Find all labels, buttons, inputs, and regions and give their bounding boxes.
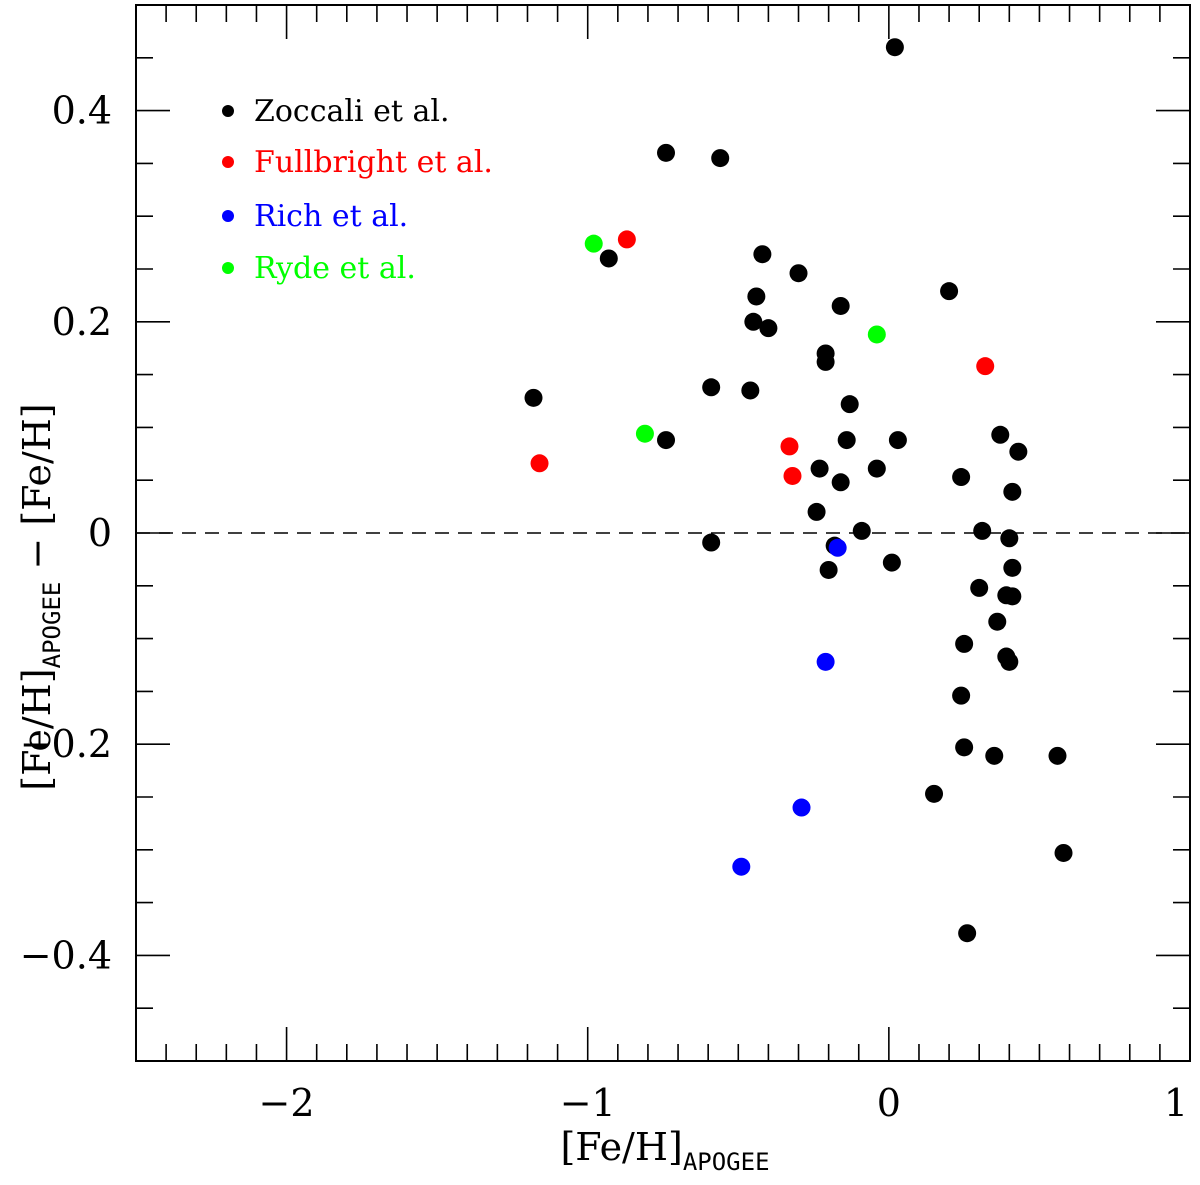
data-point	[952, 686, 971, 705]
data-point	[789, 264, 808, 283]
legend-label: Rich et al.	[254, 199, 408, 234]
data-point	[741, 381, 760, 400]
data-point	[831, 473, 850, 492]
data-point	[970, 578, 989, 597]
data-point	[867, 459, 886, 478]
data-points	[524, 38, 1073, 943]
data-point	[783, 466, 802, 485]
legend-marker	[222, 156, 234, 168]
data-point	[1009, 442, 1028, 461]
data-point	[1000, 529, 1019, 548]
data-point	[530, 454, 549, 473]
y-axis-title-subscript: APOGEE	[38, 582, 66, 669]
data-point	[744, 312, 763, 331]
y-tick-label: 0.4	[52, 89, 112, 133]
x-axis-title: [Fe/H]APOGEE	[560, 1125, 769, 1176]
legend-label: Zoccali et al.	[254, 94, 449, 129]
data-point	[831, 296, 850, 315]
data-point	[837, 431, 856, 450]
y-axis-title-main: [Fe/H]	[15, 668, 59, 790]
data-point	[852, 521, 871, 540]
data-point	[599, 249, 618, 268]
data-point	[635, 424, 654, 443]
data-point	[940, 282, 959, 301]
data-point	[816, 352, 835, 371]
x-tick-labels: −2 −1 0 1	[259, 1081, 1188, 1125]
data-point	[807, 502, 826, 521]
y-tick-label: −0.2	[20, 722, 112, 766]
legend-marker	[222, 262, 234, 274]
legend: Zoccali et al. Fullbright et al. Rich et a…	[222, 94, 493, 286]
data-point	[991, 425, 1010, 444]
data-point	[955, 738, 974, 757]
data-point	[955, 634, 974, 653]
data-point	[780, 437, 799, 456]
data-point	[711, 149, 730, 168]
data-point	[1000, 652, 1019, 671]
x-tick-label: 0	[877, 1081, 901, 1125]
data-point	[702, 378, 721, 397]
data-point	[819, 560, 838, 579]
data-point	[1003, 558, 1022, 577]
y-tick-label: 0	[88, 511, 112, 555]
data-point	[976, 357, 995, 376]
data-point	[925, 784, 944, 803]
data-point	[1003, 587, 1022, 606]
data-point	[1054, 843, 1073, 862]
data-point	[816, 652, 835, 671]
y-tick-labels: 0.4 0.2 0 −0.2 −0.4	[20, 89, 112, 978]
data-point	[985, 746, 1004, 765]
data-point	[617, 230, 636, 249]
legend-label: Ryde et al.	[254, 251, 416, 286]
data-point	[828, 538, 847, 557]
data-point	[867, 325, 886, 344]
x-tick-label: −1	[560, 1081, 616, 1125]
data-point	[753, 245, 772, 264]
legend-marker	[222, 105, 234, 117]
data-point	[952, 468, 971, 487]
y-axis-title-suffix: − [Fe/H]	[15, 403, 59, 581]
data-point	[958, 924, 977, 943]
data-point	[657, 143, 676, 162]
data-point	[840, 395, 859, 414]
data-point	[810, 459, 829, 478]
data-point	[702, 533, 721, 552]
data-point	[973, 521, 992, 540]
x-tick-label: 1	[1164, 1081, 1188, 1125]
y-axis-title: [Fe/H]APOGEE − [Fe/H]	[15, 403, 66, 790]
y-tick-label: 0.2	[52, 300, 112, 344]
data-point	[888, 431, 907, 450]
legend-marker	[222, 210, 234, 222]
legend-label: Fullbright et al.	[254, 145, 493, 180]
data-point	[732, 857, 751, 876]
x-axis-title-main: [Fe/H]	[560, 1125, 682, 1169]
x-axis-title-subscript: APOGEE	[683, 1148, 770, 1176]
data-point	[759, 319, 778, 338]
data-point	[747, 287, 766, 306]
data-point	[524, 388, 543, 407]
y-tick-label: −0.4	[20, 933, 112, 977]
x-tick-label: −2	[259, 1081, 315, 1125]
data-point	[882, 553, 901, 572]
data-point	[584, 234, 603, 253]
tick-marks	[136, 5, 1190, 1061]
data-point	[988, 612, 1007, 631]
data-point	[1048, 746, 1067, 765]
data-point	[885, 38, 904, 57]
plot-frame	[135, 4, 1191, 1062]
data-point	[657, 431, 676, 450]
data-point	[1003, 482, 1022, 501]
data-point	[792, 798, 811, 817]
